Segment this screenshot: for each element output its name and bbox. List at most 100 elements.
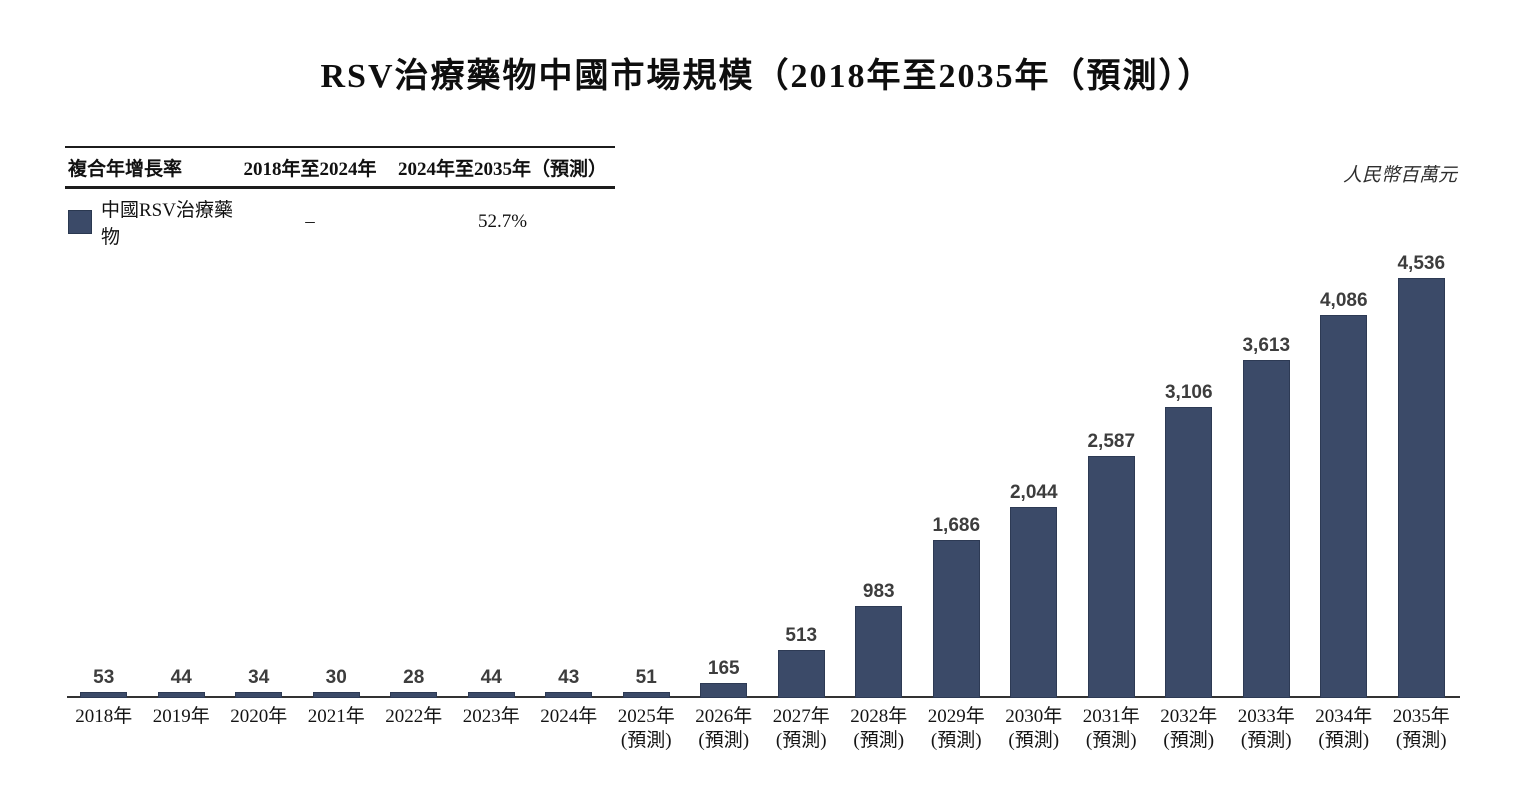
bar-zone: 43 (545, 253, 593, 698)
x-axis-label: 2020年 (230, 706, 288, 727)
bar-value-label: 34 (248, 667, 270, 688)
x-axis-label: 2033年 (預測) (1237, 706, 1295, 751)
bar-zone: 2,587 (1087, 253, 1135, 698)
cagr-header-period2-label: 2024年至2035年（預測） (397, 159, 607, 180)
bar-zone: 2,044 (1010, 253, 1058, 698)
bar-column: 53 2018年 (65, 253, 143, 753)
bar-column: 44 2023年 (453, 253, 531, 753)
bar-column: 2,587 2031年 (預測) (1073, 253, 1151, 753)
bar-column: 983 2028年 (預測) (840, 253, 918, 753)
cagr-value-2018-2024: – (305, 211, 315, 232)
bar-column: 43 2024年 (530, 253, 608, 753)
bar-value-label: 513 (785, 624, 818, 646)
x-axis-label: 2032年 (預測) (1160, 706, 1218, 751)
bar (467, 692, 515, 698)
x-axis-label: 2019年 (152, 706, 210, 727)
bar-zone: 4,536 (1397, 253, 1445, 698)
bar-value-label: 983 (862, 580, 895, 602)
bar-columns: 53 2018年 44 2019年 34 2020年 30 2021年 28 2022年 44 202… (65, 253, 1460, 753)
x-axis-label: 2024年 (540, 706, 598, 727)
bar-zone: 44 (467, 253, 515, 698)
bar-column: 513 2027年 (預測) (763, 253, 841, 753)
bar-zone: 3,106 (1165, 253, 1213, 698)
cagr-header-period1: 2018年至2024年 (233, 154, 387, 181)
bar-value-label: 53 (93, 667, 115, 688)
bar-zone: 983 (855, 253, 903, 698)
bar-value-label: 2,587 (1087, 430, 1136, 452)
bar-column: 3,106 2032年 (預測) (1150, 253, 1228, 753)
cagr-table-header-row: 複合年增長率 2018年至2024年 2024年至2035年（預測） (65, 148, 615, 189)
bar-value-label: 30 (325, 667, 347, 688)
bar-zone: 51 (622, 253, 670, 698)
bar-zone: 53 (80, 253, 128, 698)
cagr-header-period2: 2024年至2035年（預測） (387, 154, 618, 181)
bar-value-label: 165 (707, 657, 740, 679)
bar-zone: 4,086 (1320, 253, 1368, 698)
bar (1165, 407, 1213, 698)
x-axis-label: 2029年 (預測) (927, 706, 985, 751)
bar-value-label: 1,686 (932, 515, 981, 536)
cagr-value-2024-2035: 52.7% (477, 211, 528, 232)
bar-column: 34 2020年 (220, 253, 298, 753)
x-axis-line (67, 696, 1460, 698)
bar-zone: 165 (700, 253, 748, 698)
x-axis-label: 2030年 (預測) (1005, 706, 1063, 751)
x-axis-label: 2031年 (預測) (1082, 706, 1140, 751)
x-axis-label: 2034年 (預測) (1315, 706, 1373, 751)
series-name: 中國RSV治療藥物 (101, 200, 233, 248)
bar-value-label: 4,086 (1319, 290, 1368, 312)
bar-value-label: 43 (558, 667, 580, 688)
bar-column: 30 2021年 (298, 253, 376, 753)
bar-column: 51 2025年 (預測) (608, 253, 686, 753)
bar-column: 4,536 2035年 (預測) (1383, 253, 1461, 753)
x-axis-label: 2035年 (預測) (1392, 706, 1450, 751)
x-axis-label: 2018年 (75, 706, 133, 727)
bar-chart: 53 2018年 44 2019年 34 2020年 30 2021年 28 2022年 44 202… (65, 253, 1460, 773)
bar-zone: 28 (390, 253, 438, 698)
bar (1010, 506, 1058, 698)
bar-column: 165 2026年 (預測) (685, 253, 763, 753)
bar (622, 692, 670, 698)
cagr-header-metric-label: 複合年增長率 (68, 159, 183, 180)
bar (157, 692, 205, 698)
x-axis-label: 2026年 (預測) (695, 706, 753, 751)
bar-column: 2,044 2030年 (預測) (995, 253, 1073, 753)
x-axis-label: 2021年 (307, 706, 365, 727)
bar-zone: 34 (235, 253, 283, 698)
x-axis-label: 2025年 (預測) (617, 706, 675, 751)
x-axis-label: 2023年 (462, 706, 520, 727)
bar (1242, 359, 1290, 698)
bar-value-label: 2,044 (1009, 481, 1058, 503)
bar-column: 3,613 2033年 (預測) (1228, 253, 1306, 753)
bar-zone: 30 (312, 253, 360, 698)
x-axis-label: 2022年 (385, 706, 443, 727)
series-color-swatch (68, 210, 92, 234)
bar-zone: 3,613 (1242, 253, 1290, 698)
bar (235, 692, 283, 698)
bar-column: 4,086 2034年 (預測) (1305, 253, 1383, 753)
bar (80, 692, 128, 698)
bar-value-label: 51 (635, 667, 657, 688)
bar (545, 692, 593, 698)
bar (932, 540, 980, 698)
bar (312, 692, 360, 698)
bar-zone: 1,686 (932, 253, 980, 698)
bar-column: 44 2019年 (143, 253, 221, 753)
bar (390, 692, 438, 698)
bar-value-label: 3,106 (1164, 382, 1213, 403)
series-legend: 中國RSV治療藥物 (65, 195, 233, 249)
cagr-legend-table: 複合年增長率 2018年至2024年 2024年至2035年（預測） 中國RSV… (65, 146, 615, 253)
y-axis-unit-label: 人民幣百萬元 (1342, 165, 1457, 186)
bar (855, 605, 903, 698)
bar (700, 682, 748, 698)
bar (1087, 455, 1135, 698)
cagr-table-data-row: 中國RSV治療藥物 – 52.7% (65, 189, 615, 253)
bar-value-label: 3,613 (1242, 334, 1291, 356)
bar-column: 1,686 2029年 (預測) (918, 253, 996, 753)
x-axis-label: 2027年 (預測) (772, 706, 830, 751)
bar-value-label: 28 (403, 667, 425, 688)
bar-value-label: 44 (480, 667, 502, 688)
cagr-header-metric: 複合年增長率 (65, 154, 233, 181)
cagr-header-period1-label: 2018年至2024年 (243, 159, 377, 180)
